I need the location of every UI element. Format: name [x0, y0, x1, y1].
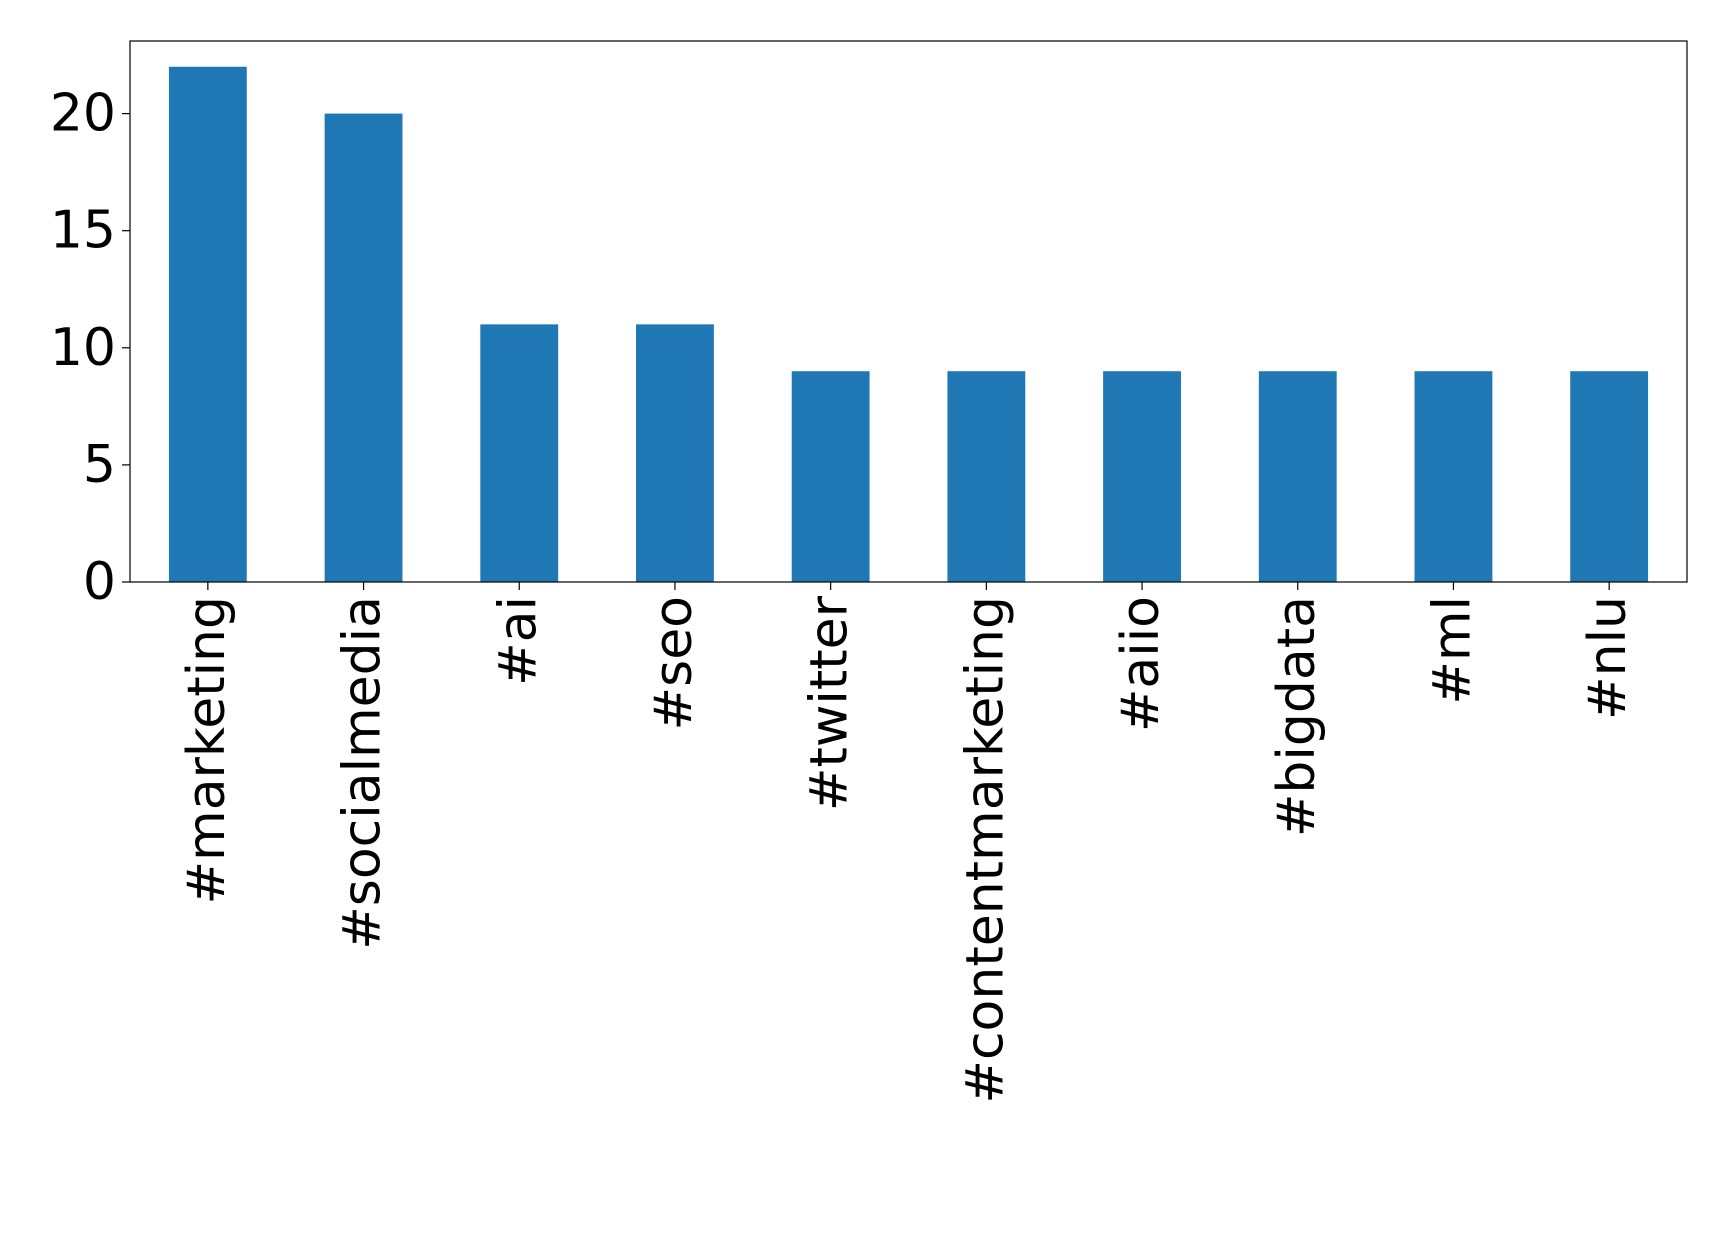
- x-tick-label: #bigdata: [1267, 596, 1327, 837]
- x-tick-label: #marketing: [177, 596, 237, 905]
- bar: [636, 324, 714, 582]
- x-tick-label: #contentmarketing: [955, 596, 1015, 1104]
- x-tick-label: #ai: [488, 596, 548, 686]
- y-tick-label: 20: [50, 84, 116, 144]
- bar: [791, 371, 870, 582]
- y-tick-label: 0: [83, 552, 116, 612]
- x-tick-label: #ml: [1422, 596, 1482, 705]
- x-tick-label: #twitter: [800, 595, 860, 811]
- y-tick-label: 10: [50, 318, 116, 378]
- x-tick-label: #seo: [644, 596, 704, 730]
- x-tick-label: #aiio: [1111, 596, 1171, 732]
- bar: [480, 324, 559, 582]
- bar: [1570, 371, 1649, 582]
- bar: [1103, 371, 1181, 582]
- bar: [1414, 371, 1493, 582]
- bar: [324, 113, 403, 582]
- x-tick-label: #nlu: [1578, 596, 1638, 720]
- x-tick-label: #socialmedia: [333, 596, 393, 950]
- bar: [1258, 371, 1337, 582]
- bar: [947, 371, 1026, 582]
- y-tick-label: 5: [83, 435, 116, 495]
- bar: [168, 66, 247, 582]
- y-tick-label: 15: [50, 201, 116, 261]
- plot-frame: [129, 40, 1688, 583]
